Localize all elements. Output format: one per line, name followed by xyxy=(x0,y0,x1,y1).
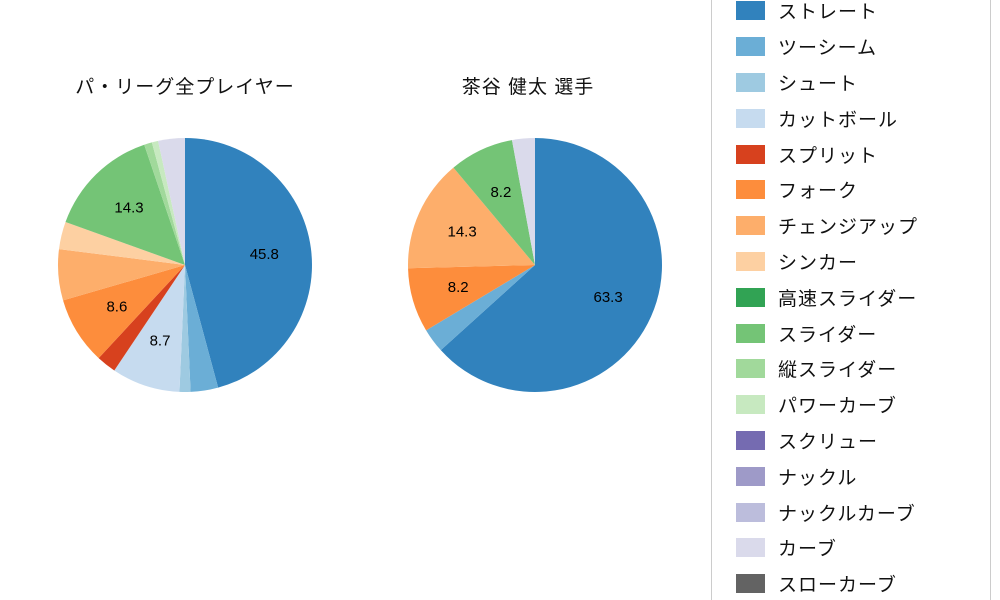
legend-swatch xyxy=(736,323,765,343)
legend-swatch xyxy=(736,395,765,415)
pie-slice-7 xyxy=(59,221,185,265)
pie-slice-5 xyxy=(511,138,535,265)
pie-slice-0 xyxy=(185,138,312,388)
legend-label: 縦スライダー xyxy=(778,360,898,382)
pie-value-label: 45.8 xyxy=(250,246,279,263)
legend-item-13: ナックル xyxy=(736,458,990,494)
legend-item-15: カーブ xyxy=(736,530,990,566)
pie-slice-5 xyxy=(63,265,185,359)
legend-swatch xyxy=(736,216,765,236)
legend-swatch xyxy=(736,538,765,558)
legend-label: スプリット xyxy=(778,145,879,167)
legend-label: パワーカーブ xyxy=(778,396,897,418)
legend-swatch xyxy=(736,72,765,92)
legend-swatch xyxy=(736,108,765,128)
legend-swatch xyxy=(736,251,765,271)
legend-label: チェンジアップ xyxy=(778,217,919,239)
legend-item-14: ナックルカーブ xyxy=(736,494,990,530)
pie-slice-0 xyxy=(440,138,662,392)
pie-slice-4 xyxy=(98,265,185,371)
pie-slice-8 xyxy=(65,144,185,265)
pie-slice-2 xyxy=(179,265,191,393)
pie-value-label: 8.7 xyxy=(150,333,171,350)
pie-slice-1 xyxy=(185,265,219,392)
pie-value-label: 63.3 xyxy=(593,289,622,306)
legend-label: シンカー xyxy=(778,252,859,274)
legend-swatch xyxy=(736,144,765,164)
legend-item-7: シンカー xyxy=(736,244,990,280)
pie-slice-9 xyxy=(144,142,185,265)
legend-label: カットボール xyxy=(778,109,899,131)
legend-swatch xyxy=(736,1,765,21)
legend-swatch xyxy=(736,180,765,200)
legend-swatch xyxy=(736,430,765,450)
legend-label: フォーク xyxy=(778,181,859,203)
pie-slice-11 xyxy=(158,138,185,265)
legend-item-1: ツーシーム xyxy=(736,29,990,65)
legend-item-12: スクリュー xyxy=(736,423,990,459)
legend-item-5: フォーク xyxy=(736,172,990,208)
legend-label: スライダー xyxy=(778,324,878,346)
legend-item-3: カットボール xyxy=(736,100,990,136)
legend-items: ストレートツーシームシュートカットボール スプリットフォークチェンジアップ シンカー… xyxy=(736,0,990,600)
legend-label: シュート xyxy=(778,73,859,95)
pie-slice-3 xyxy=(114,265,185,392)
legend-label: ツーシーム xyxy=(778,38,878,60)
pie-chart-player: 63.3 8.2 14.3 8.2 xyxy=(407,138,662,392)
pie-value-label: 14.3 xyxy=(114,199,143,216)
legend-item-16: スローカーブ xyxy=(736,566,990,600)
legend-item-10: 縦スライダー xyxy=(736,351,990,387)
legend-label: カーブ xyxy=(778,539,837,561)
legend: ストレートツーシームシュートカットボール スプリットフォークチェンジアップ シンカー… xyxy=(711,0,991,600)
legend-item-11: パワーカーブ xyxy=(736,387,990,423)
pie-value-label: 8.2 xyxy=(490,184,511,201)
pie-chart-league: 45.8 8.7 8.6 14.3 xyxy=(57,138,312,393)
legend-label: スローカーブ xyxy=(778,575,897,597)
legend-swatch xyxy=(736,359,765,379)
pie-slice-3 xyxy=(407,167,535,269)
legend-label: 高速スライダー xyxy=(778,288,918,310)
pie-slice-10 xyxy=(151,140,185,265)
legend-label: スクリュー xyxy=(778,431,879,453)
legend-item-4: スプリット xyxy=(736,136,990,172)
legend-item-0: ストレート xyxy=(736,0,990,29)
pie-slice-6 xyxy=(57,249,185,301)
legend-swatch xyxy=(736,502,765,522)
legend-swatch xyxy=(736,466,765,486)
legend-swatch xyxy=(736,287,765,307)
pie-slice-4 xyxy=(453,140,535,265)
pie-title-player: 茶谷 健太 選手 xyxy=(461,77,595,98)
pie-value-label: 14.3 xyxy=(447,224,476,241)
legend-label: ストレート xyxy=(778,2,879,24)
legend-label: ナックル xyxy=(778,467,858,489)
pie-value-label: 8.6 xyxy=(106,299,127,316)
pie-slice-2 xyxy=(408,265,535,331)
legend-item-9: スライダー xyxy=(736,315,990,351)
legend-swatch xyxy=(736,574,765,594)
legend-item-6: チェンジアップ xyxy=(736,208,990,244)
legend-swatch xyxy=(736,37,765,57)
pie-slice-1 xyxy=(426,265,535,351)
pie-title-league: パ・リーグ全プレイヤー xyxy=(75,77,295,98)
pie-value-label: 8.2 xyxy=(448,279,469,296)
legend-item-8: 高速スライダー xyxy=(736,279,990,315)
legend-label: ナックルカーブ xyxy=(778,503,916,525)
legend-item-2: シュート xyxy=(736,65,990,101)
